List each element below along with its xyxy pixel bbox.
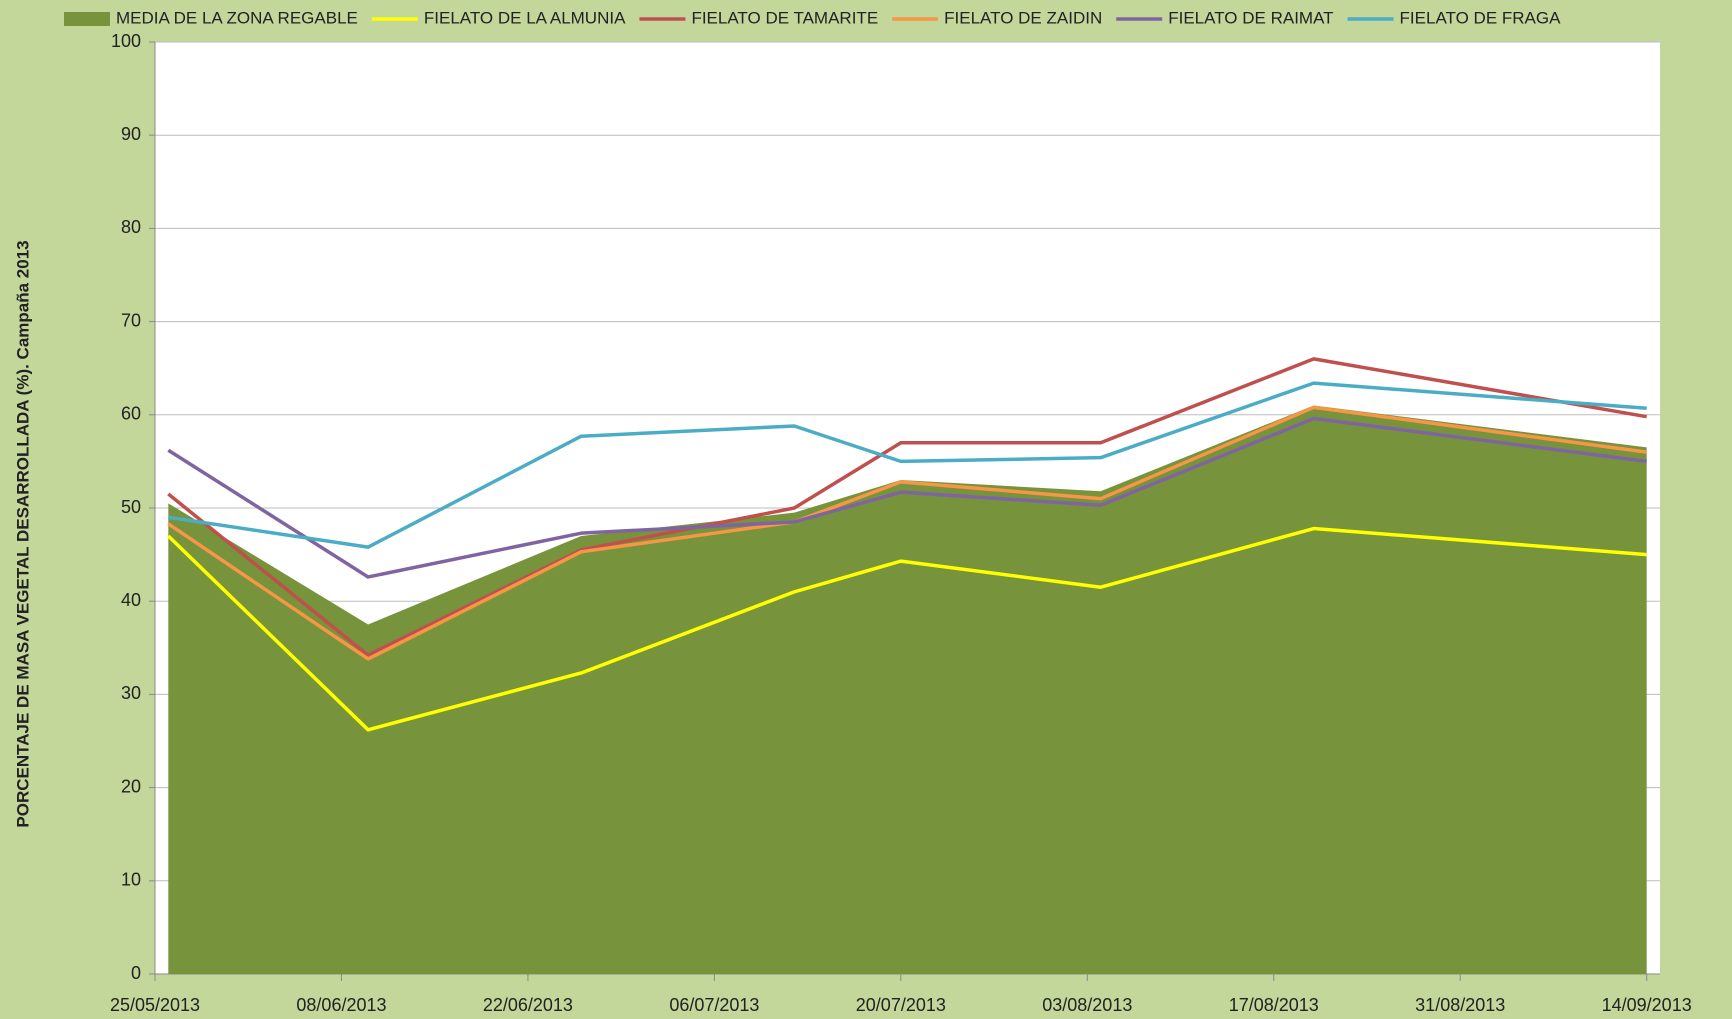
legend-label: FIELATO DE TAMARITE [691,8,878,27]
legend-label: FIELATO DE FRAGA [1400,8,1562,27]
y-tick-label: 10 [121,870,141,890]
y-tick-label: 40 [121,590,141,610]
legend-label: FIELATO DE ZAIDIN [944,8,1102,27]
x-tick-label: 22/06/2013 [483,995,573,1015]
y-tick-label: 80 [121,217,141,237]
x-tick-label: 25/05/2013 [110,995,200,1015]
y-tick-label: 50 [121,497,141,517]
x-tick-label: 14/09/2013 [1602,995,1692,1015]
y-tick-label: 30 [121,683,141,703]
line [167,357,1647,658]
line [167,526,1647,732]
line [167,405,1647,661]
x-tick-label: 08/06/2013 [296,995,386,1015]
x-tick-label: 31/08/2013 [1415,995,1505,1015]
y-tick-label: 20 [121,776,141,796]
area [168,405,1647,975]
y-axis-label: PORCENTAJE DE MASA VEGETAL DESARROLLADA … [13,240,32,827]
y-tick-label: 90 [121,124,141,144]
y-tick-label: 60 [121,404,141,424]
x-tick-label: 17/08/2013 [1229,995,1319,1015]
x-tick-label: 20/07/2013 [856,995,946,1015]
line [167,416,1647,579]
x-tick-label: 03/08/2013 [1042,995,1132,1015]
legend-swatch [64,12,110,26]
legend-label: MEDIA DE LA ZONA REGABLE [116,8,358,27]
legend-label: FIELATO DE RAIMAT [1168,8,1333,27]
y-tick-label: 0 [131,963,141,983]
legend-label: FIELATO DE LA ALMUNIA [424,8,626,27]
x-tick-label: 06/07/2013 [669,995,759,1015]
line [168,381,1647,549]
y-tick-label: 100 [111,31,141,51]
y-tick-label: 70 [121,310,141,330]
